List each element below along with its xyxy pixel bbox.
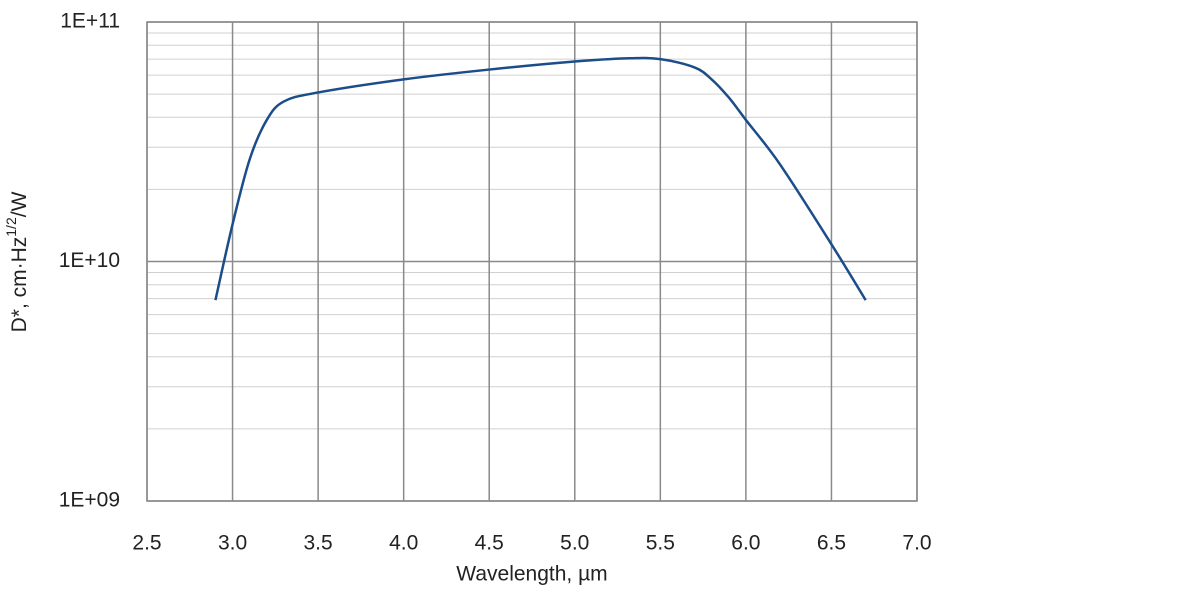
x-tick-label: 2.5	[132, 532, 161, 555]
x-tick-label: 3.0	[218, 532, 247, 555]
x-tick-label: 7.0	[902, 532, 931, 555]
x-tick-label: 4.5	[475, 532, 504, 555]
x-tick-label: 6.5	[817, 532, 846, 555]
x-tick-label: 5.5	[646, 532, 675, 555]
y-label-text: D*, cm·Hz	[8, 237, 31, 333]
x-tick-label: 3.5	[304, 532, 333, 555]
y-tick-label: 1E+09	[59, 489, 120, 512]
y-tick-label: 1E+10	[59, 249, 120, 272]
x-tick-label: 4.0	[389, 532, 418, 555]
y-label-sup: 1/2	[3, 217, 19, 237]
data-line	[214, 56, 867, 301]
x-tick-label: 5.0	[560, 532, 589, 555]
y-label-tail: /W	[8, 191, 31, 217]
plot-frame	[146, 21, 918, 502]
y-axis-label: D*, cm·Hz1/2/W	[3, 191, 31, 332]
x-tick-label: 6.0	[731, 532, 760, 555]
y-tick-label: 1E+11	[60, 10, 120, 33]
x-axis-label: Wavelength, µm	[456, 563, 607, 586]
